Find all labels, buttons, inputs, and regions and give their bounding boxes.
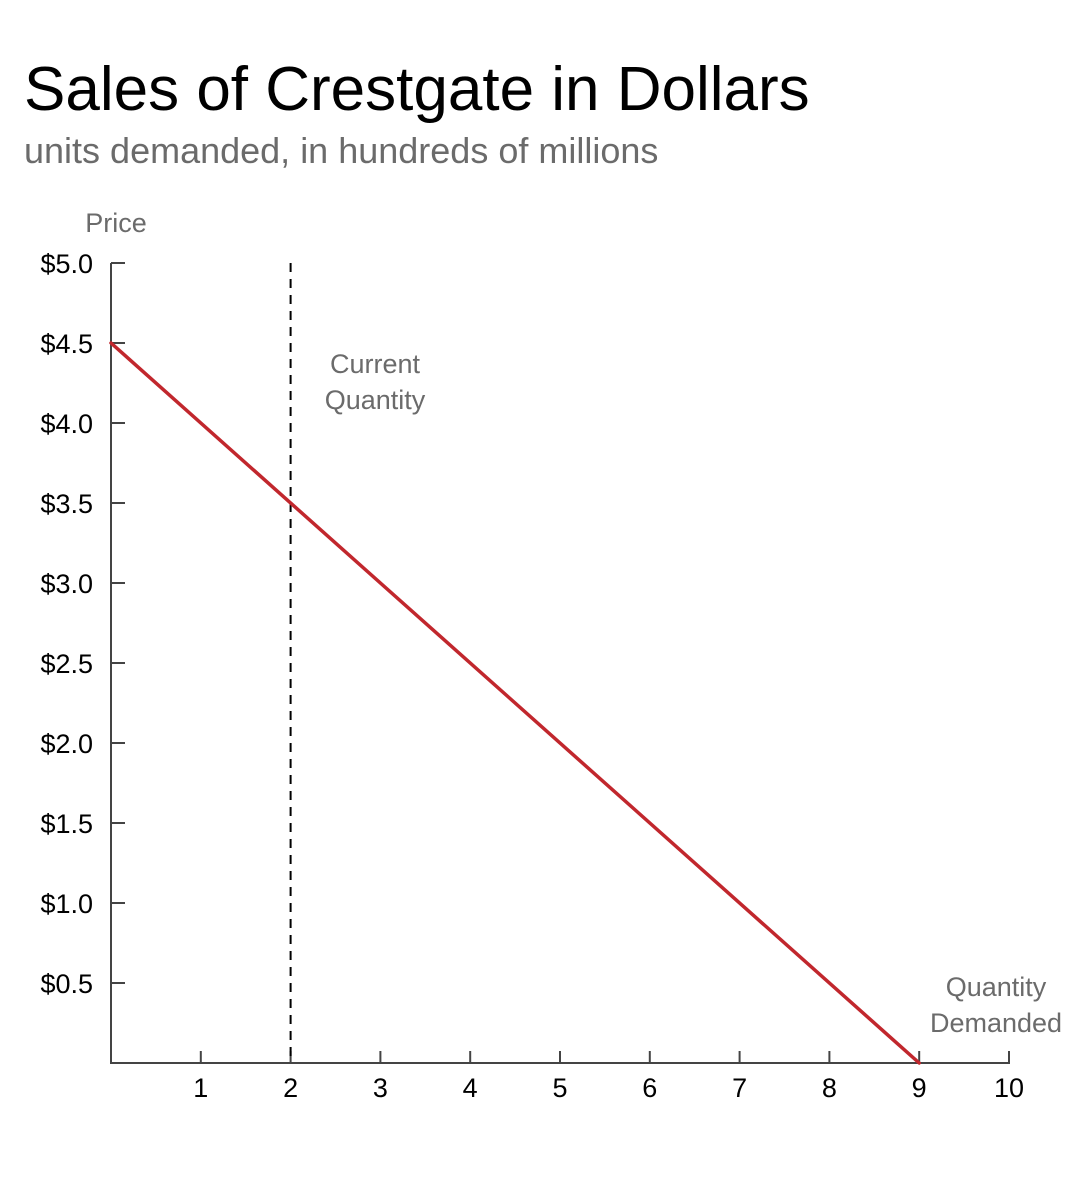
y-tick-label: $0.5 [40,969,93,999]
current-quantity-label: Current Quantity [325,349,426,415]
data-marks [109,263,921,1065]
chart-title: Sales of Crestgate in Dollars [24,55,810,124]
y-tick-label: $4.0 [40,409,93,439]
axis-labels: $5.0 $4.5 $4.0 $3.5 $3.0 $2.5 $2.0 $1.5 $1.0 $0.5… [40,208,1062,1103]
x-tick-label: 2 [283,1073,298,1103]
x-tick-label: 4 [463,1073,478,1103]
x-tick-label: 3 [373,1073,388,1103]
x-tick-label: 10 [994,1073,1024,1103]
y-tick-label: $4.5 [40,329,93,359]
x-tick-label: 6 [642,1073,657,1103]
y-tick-label: $2.0 [40,729,93,759]
x-tick-label: 7 [732,1073,747,1103]
y-tick-label: $5.0 [40,249,93,279]
y-tick-label: $2.5 [40,649,93,679]
axes [110,262,1010,1064]
demand-line [109,341,921,1065]
y-tick-label: $1.0 [40,889,93,919]
y-tick-label: $1.5 [40,809,93,839]
y-tick-label: $3.0 [40,569,93,599]
current-quantity-label-line: Current [330,349,421,379]
x-axis-title-line: Demanded [930,1008,1062,1038]
x-axis-title: Quantity Demanded [930,972,1062,1038]
x-tick-label: 9 [912,1073,927,1103]
chart-subtitle: units demanded, in hundreds of millions [24,130,659,171]
y-axis-title: Price [85,208,147,238]
x-tick-label: 1 [193,1073,208,1103]
x-tick-label: 5 [552,1073,567,1103]
y-tick-label: $3.5 [40,489,93,519]
x-tick-label: 8 [822,1073,837,1103]
current-quantity-label-line: Quantity [325,385,426,415]
x-axis-title-line: Quantity [946,972,1047,1002]
